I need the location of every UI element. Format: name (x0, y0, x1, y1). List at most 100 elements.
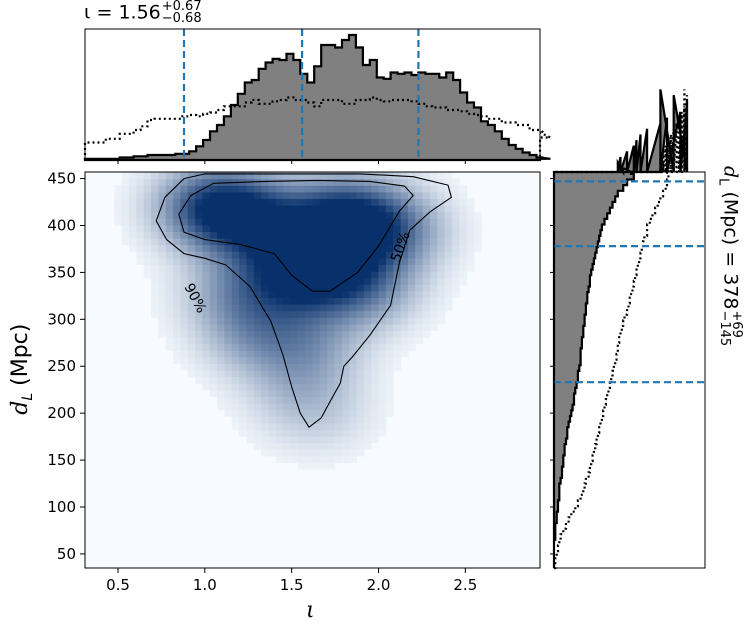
heatmap-cell (437, 231, 446, 239)
heatmap-cell (290, 185, 299, 193)
heatmap-cell (363, 277, 372, 285)
heatmap-cell (312, 422, 321, 430)
heatmap-cell (466, 211, 475, 219)
heatmap-cell (437, 178, 446, 186)
x-axis-label: ι (306, 598, 315, 623)
heatmap-cell (297, 323, 306, 331)
heatmap-cell (217, 383, 225, 391)
heatmap-cell (319, 231, 328, 239)
heatmap-cell (209, 317, 218, 325)
heatmap-cell (297, 244, 306, 252)
heatmap-cell (378, 350, 387, 358)
heatmap-cell (224, 356, 233, 364)
heatmap-cell (202, 356, 211, 364)
heatmap-cell (217, 185, 225, 193)
heatmap-cell (297, 442, 306, 450)
heatmap-cell (415, 185, 424, 193)
heatmap-cell (429, 323, 438, 331)
heatmap-cell (173, 185, 181, 193)
heatmap-cell (246, 218, 255, 226)
heatmap-cell (334, 172, 343, 180)
heatmap-cell (371, 304, 380, 312)
heatmap-cell (363, 337, 372, 345)
heatmap-cell (114, 185, 123, 193)
heatmap-cell (275, 376, 284, 384)
heatmap-cell (290, 396, 299, 404)
heatmap-cell (297, 416, 306, 424)
heatmap-cell (312, 238, 321, 246)
heatmap-cell (385, 231, 394, 239)
y-tick-label: 250 (47, 357, 76, 375)
heatmap-cell (239, 264, 247, 272)
heatmap-cell (305, 297, 314, 305)
heatmap-cell (341, 172, 350, 180)
heatmap-cell (400, 290, 409, 298)
heatmap-cell (173, 211, 181, 219)
heatmap-cell (224, 330, 233, 338)
heatmap-cell (224, 370, 233, 378)
contour-50-line (178, 179, 414, 292)
heatmap-cell (297, 211, 306, 219)
y-axis-label-unit: (Mpc) (7, 323, 33, 393)
heatmap-cell (444, 218, 453, 226)
heatmap-cell (114, 191, 123, 199)
heatmap-cell (415, 251, 424, 259)
heatmap-cell (312, 304, 321, 312)
heatmap-cell (312, 376, 321, 384)
heatmap-cell (349, 436, 358, 444)
heatmap-cell (129, 178, 137, 186)
heatmap-cell (349, 264, 358, 272)
heatmap-cell (422, 251, 431, 259)
heatmap-cell (415, 310, 424, 318)
heatmap-cell (268, 389, 277, 397)
heatmap-cell (334, 376, 343, 384)
heatmap-cell (459, 211, 468, 219)
heatmap-cell (393, 304, 402, 312)
heatmap-cell (297, 343, 306, 351)
heatmap-cell (136, 231, 145, 239)
heatmap-cell (297, 337, 306, 345)
heatmap-cell (385, 284, 394, 292)
heatmap-cell (290, 205, 299, 213)
heatmap-cell (363, 376, 372, 384)
heatmap-cell (253, 350, 262, 358)
heatmap-cell (466, 257, 475, 265)
heatmap-cell (121, 185, 130, 193)
heatmap-cell (283, 350, 291, 358)
heatmap-cell (349, 403, 358, 411)
heatmap-cell (268, 330, 277, 338)
heatmap-cell (261, 389, 269, 397)
heatmap-cell (275, 363, 284, 371)
heatmap-cell (334, 422, 343, 430)
heatmap-cell (407, 238, 416, 246)
heatmap-cell (341, 238, 350, 246)
heatmap-cell (143, 264, 152, 272)
heatmap-cell (173, 337, 181, 345)
heatmap-cell (422, 271, 431, 279)
heatmap-cell (231, 416, 240, 424)
heatmap-cell (349, 383, 358, 391)
heatmap-cell (275, 416, 284, 424)
heatmap-cell (129, 224, 137, 232)
heatmap-cell (217, 323, 225, 331)
heatmap-cell (319, 350, 328, 358)
heatmap-cell (327, 350, 336, 358)
heatmap-cell (275, 449, 284, 457)
heatmap-cell (165, 198, 174, 206)
heatmap-cell (283, 363, 291, 371)
heatmap-cell (407, 310, 416, 318)
heatmap-cell (231, 304, 240, 312)
heatmap-cell (319, 185, 328, 193)
y-tick-label: 200 (47, 404, 76, 422)
heatmap-cell (385, 356, 394, 364)
heatmap-cell (253, 244, 262, 252)
heatmap-cell (356, 218, 365, 226)
heatmap-cell (327, 389, 336, 397)
heatmap-cell (151, 290, 159, 298)
heatmap-cell (253, 389, 262, 397)
heatmap-cell (217, 205, 225, 213)
heatmap-cell (407, 317, 416, 325)
heatmap-cell (129, 231, 137, 239)
heatmap-cell (268, 363, 277, 371)
heatmap-cell (297, 376, 306, 384)
